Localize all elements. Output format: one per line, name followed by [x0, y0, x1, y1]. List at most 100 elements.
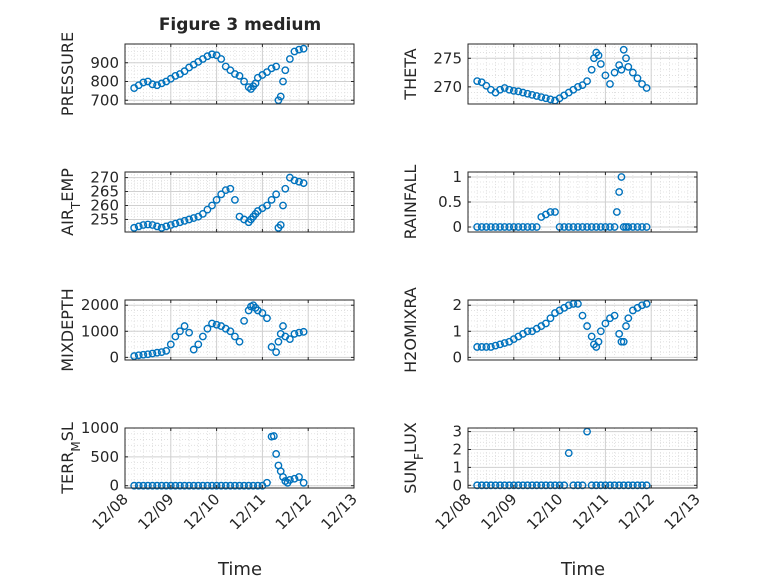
- data-point: [624, 223, 633, 231]
- subplot-rainfall: 0 0.5 1 RAINFALL: [401, 165, 698, 239]
- data-point: [143, 350, 152, 359]
- data-point: [180, 216, 189, 225]
- data-point: [601, 71, 610, 80]
- data-point: [231, 481, 239, 490]
- data-point: [596, 60, 605, 68]
- y-tick-label: 265: [90, 183, 119, 201]
- data-point: [171, 219, 180, 228]
- data-point: [574, 82, 582, 91]
- data-point: [633, 481, 642, 490]
- y-tick-label: 270: [90, 169, 119, 187]
- data-point: [578, 81, 587, 90]
- data-point: [171, 481, 180, 490]
- data-point: [638, 80, 646, 88]
- data-point: [601, 481, 610, 490]
- data-point: [477, 343, 486, 351]
- subplot-theta: 270 275 THETA: [401, 43, 698, 105]
- y-tick-label: 1: [452, 322, 462, 340]
- data-point: [541, 481, 550, 490]
- data-point: [203, 481, 212, 490]
- data-point: [153, 348, 161, 357]
- data-point: [610, 223, 619, 231]
- data-point: [290, 330, 299, 338]
- y-axis-label: PRESSURE: [58, 32, 77, 116]
- data-point: [491, 341, 500, 350]
- data-point: [226, 481, 235, 490]
- data-point: [185, 481, 194, 490]
- data-point: [519, 481, 527, 490]
- data-point: [642, 223, 651, 231]
- data-point: [208, 201, 216, 210]
- data-point: [274, 337, 283, 346]
- x-tick-label: 12/08: [432, 490, 475, 533]
- data-point: [564, 301, 573, 310]
- data-point: [633, 74, 642, 83]
- y-tick-label: 900: [90, 54, 119, 72]
- data-point: [612, 208, 621, 216]
- data-point: [642, 84, 651, 92]
- data-point: [622, 322, 630, 330]
- data-point: [130, 481, 139, 490]
- data-point: [143, 481, 152, 490]
- data-point: [139, 350, 148, 359]
- data-point: [592, 223, 601, 231]
- data-point: [143, 220, 152, 229]
- data-point: [583, 77, 591, 86]
- data-point: [153, 481, 161, 490]
- y-tick-label: 2: [452, 440, 462, 458]
- data-point: [537, 93, 546, 102]
- data-point: [203, 52, 212, 61]
- y-tick-label: 1000: [81, 419, 119, 437]
- x-tick-label: 12/11: [226, 490, 269, 533]
- data-point: [505, 223, 514, 231]
- axes-box: [467, 427, 698, 489]
- data-point: [295, 177, 303, 186]
- data-point: [638, 223, 646, 231]
- data-point: [212, 481, 221, 490]
- axes-box: [467, 43, 698, 105]
- data-point: [295, 45, 303, 54]
- data-point: [231, 332, 239, 341]
- data-point: [194, 481, 203, 490]
- axes-box: [124, 171, 355, 233]
- data-point: [272, 190, 281, 199]
- data-point: [624, 314, 633, 323]
- data-point: [162, 481, 171, 490]
- x-tick-label: 12/08: [89, 490, 132, 533]
- data-point: [473, 223, 482, 231]
- data-point: [514, 87, 523, 96]
- data-point: [528, 481, 537, 490]
- data-point: [272, 62, 281, 71]
- data-point: [528, 90, 537, 99]
- data-point: [148, 481, 157, 490]
- data-point: [578, 481, 587, 490]
- y-tick-label: 0: [109, 477, 119, 495]
- y-tick-label: 275: [433, 49, 462, 67]
- data-point: [281, 66, 290, 75]
- data-point: [601, 319, 610, 328]
- data-point: [500, 339, 509, 347]
- axes-box: [124, 299, 355, 361]
- data-point: [240, 316, 248, 325]
- data-point: [263, 478, 271, 487]
- data-point: [263, 68, 271, 77]
- data-point: [587, 65, 596, 74]
- data-point: [134, 351, 143, 360]
- data-point: [560, 481, 569, 490]
- data-point: [482, 481, 491, 490]
- data-point: [569, 300, 578, 308]
- y-tick-label: 0: [109, 348, 119, 366]
- data-point: [628, 481, 637, 490]
- data-point: [208, 50, 216, 59]
- data-point: [231, 70, 239, 78]
- data-point: [482, 223, 491, 231]
- data-point: [486, 481, 495, 490]
- data-point: [134, 222, 143, 231]
- data-point: [180, 322, 189, 330]
- data-point: [189, 345, 198, 354]
- data-point: [221, 481, 230, 490]
- data-point: [212, 196, 221, 204]
- data-point: [610, 311, 619, 320]
- x-tick-label: 12/10: [523, 490, 566, 533]
- data-point: [139, 78, 148, 87]
